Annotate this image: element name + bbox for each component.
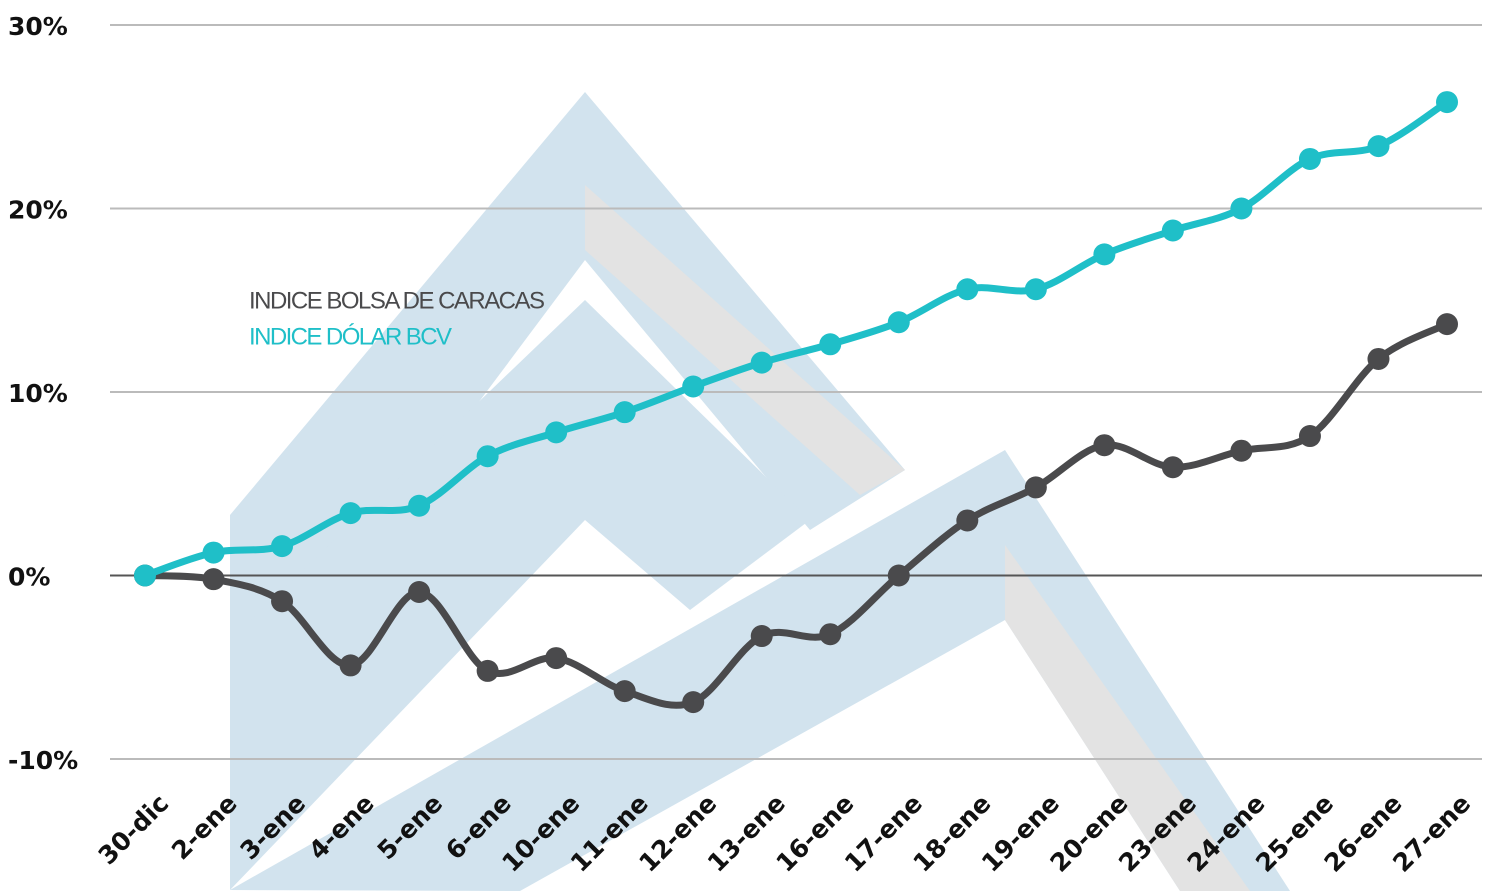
point (1025, 476, 1047, 498)
point (271, 535, 293, 557)
point (1436, 313, 1458, 335)
point (819, 623, 841, 645)
legend-entry: INDICE DÓLAR BCV (249, 323, 452, 350)
point (477, 660, 499, 682)
point (340, 654, 362, 676)
chart: -10%0%10%20%30%30-dic2-ene3-ene4-ene5-en… (0, 0, 1492, 891)
point (956, 278, 978, 300)
y-tick-label: 0% (8, 563, 50, 592)
point (1230, 198, 1252, 220)
point (1299, 148, 1321, 170)
point (1367, 135, 1389, 157)
point (134, 565, 156, 587)
y-tick-label: 20% (8, 196, 68, 225)
point (1093, 243, 1115, 265)
point (271, 590, 293, 612)
point (545, 421, 567, 443)
y-tick-label: 30% (8, 12, 68, 41)
y-tick-label: 10% (8, 379, 68, 408)
point (888, 565, 910, 587)
point (1367, 348, 1389, 370)
point (1093, 434, 1115, 456)
point (682, 691, 704, 713)
point (203, 568, 225, 590)
point (545, 647, 567, 669)
y-tick-label: -10% (8, 746, 78, 775)
legend-entry: INDICE BOLSA DE CARACAS (249, 287, 545, 314)
point (408, 495, 430, 517)
point (408, 581, 430, 603)
watermark (230, 92, 1290, 891)
x-tick-label: 30-dic (93, 789, 175, 871)
point (1436, 91, 1458, 113)
point (614, 680, 636, 702)
point (1299, 425, 1321, 447)
point (203, 542, 225, 564)
point (1162, 456, 1184, 478)
point (1025, 278, 1047, 300)
point (751, 352, 773, 374)
x-tick-label: 27-ene (1387, 789, 1476, 878)
point (956, 509, 978, 531)
point (682, 375, 704, 397)
point (751, 625, 773, 647)
point (340, 502, 362, 524)
point (1230, 440, 1252, 462)
point (819, 333, 841, 355)
point (1162, 220, 1184, 242)
point (888, 311, 910, 333)
point (477, 445, 499, 467)
point (614, 401, 636, 423)
